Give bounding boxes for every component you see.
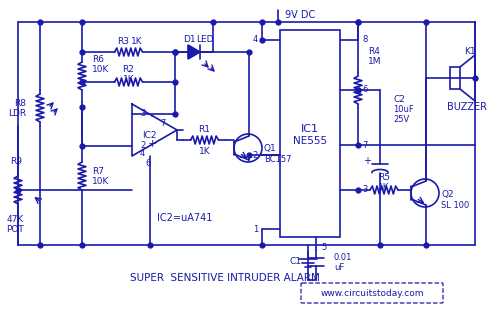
Text: D1: D1 xyxy=(182,34,196,44)
Text: 10uF: 10uF xyxy=(393,106,414,114)
Text: NE555: NE555 xyxy=(293,136,327,145)
Text: IC2: IC2 xyxy=(142,131,157,139)
Text: R8: R8 xyxy=(14,99,26,107)
Text: uF: uF xyxy=(334,263,344,271)
Text: 10K: 10K xyxy=(92,177,110,185)
Text: R4: R4 xyxy=(368,47,380,57)
Text: R1: R1 xyxy=(198,125,210,133)
Text: SL 100: SL 100 xyxy=(441,202,469,210)
Text: R2: R2 xyxy=(122,65,134,75)
Text: Q2: Q2 xyxy=(441,191,454,199)
Text: C2: C2 xyxy=(393,95,405,105)
Text: 1K: 1K xyxy=(378,183,390,191)
Text: 5: 5 xyxy=(322,242,326,252)
Text: 10K: 10K xyxy=(92,65,110,74)
Text: 4: 4 xyxy=(140,149,145,159)
Text: BC157: BC157 xyxy=(264,155,291,165)
Text: LDR: LDR xyxy=(8,108,26,118)
Text: 6: 6 xyxy=(362,86,368,94)
Text: 8: 8 xyxy=(362,35,368,45)
Text: 1K: 1K xyxy=(130,38,142,46)
Bar xyxy=(280,30,340,237)
Text: K1: K1 xyxy=(464,46,476,56)
Text: +: + xyxy=(363,156,371,167)
Text: LED: LED xyxy=(196,34,214,44)
Text: -: - xyxy=(150,111,154,121)
Text: IC2=uA741: IC2=uA741 xyxy=(158,213,212,223)
Text: R3: R3 xyxy=(118,38,130,46)
Text: R5: R5 xyxy=(378,173,390,183)
Text: R9: R9 xyxy=(10,157,22,167)
Polygon shape xyxy=(188,45,200,59)
Text: 1K: 1K xyxy=(122,75,134,83)
Text: www.circuitstoday.com: www.circuitstoday.com xyxy=(320,289,424,297)
Text: R7: R7 xyxy=(92,167,104,175)
Text: 3: 3 xyxy=(362,185,368,195)
Bar xyxy=(450,67,460,89)
Text: IC1: IC1 xyxy=(301,124,319,133)
Text: 0.01: 0.01 xyxy=(334,253,352,263)
Text: 25V: 25V xyxy=(393,116,409,125)
Text: 6: 6 xyxy=(146,160,150,168)
Text: 1: 1 xyxy=(253,224,258,234)
Text: 2: 2 xyxy=(140,142,145,150)
Text: 7: 7 xyxy=(160,118,166,127)
Text: C1: C1 xyxy=(290,258,302,266)
Text: 9V DC: 9V DC xyxy=(285,10,315,20)
Text: POT: POT xyxy=(6,226,24,234)
Text: 7: 7 xyxy=(362,141,368,149)
Text: 4: 4 xyxy=(253,35,258,45)
Text: Q1: Q1 xyxy=(264,143,277,153)
Text: SUPER  SENSITIVE INTRUDER ALARM: SUPER SENSITIVE INTRUDER ALARM xyxy=(130,273,320,283)
Text: 47K: 47K xyxy=(6,216,24,224)
Text: 2: 2 xyxy=(253,150,258,160)
Text: 1M: 1M xyxy=(368,57,382,65)
Text: +: + xyxy=(148,139,156,149)
Text: BUZZER: BUZZER xyxy=(447,102,487,112)
Text: 1K: 1K xyxy=(198,147,210,155)
Text: 3: 3 xyxy=(140,110,145,118)
Text: R6: R6 xyxy=(92,55,104,64)
